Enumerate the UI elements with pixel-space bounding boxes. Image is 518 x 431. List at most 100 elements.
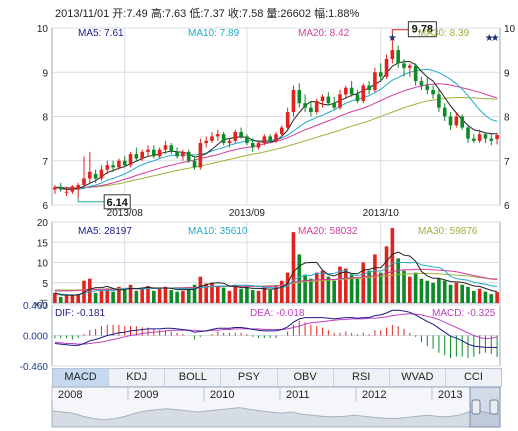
indicator-tabs: MACD KDJ BOLL PSY OBV RSI WVAD CCI: [52, 368, 502, 387]
candle-body: [332, 103, 336, 108]
candle-body: [303, 103, 307, 108]
candle-body: [408, 65, 412, 68]
volume-bar: [454, 282, 459, 303]
low-marker-box: [103, 194, 131, 210]
date-tick-label: 2013/10: [363, 208, 400, 219]
volume-bar: [111, 291, 115, 303]
candle-body: [128, 154, 133, 166]
volume-bar: [146, 285, 150, 303]
candle-body: [326, 96, 331, 104]
volume-bar: [495, 292, 499, 303]
volume-bar: [76, 294, 80, 303]
candle-body: [233, 131, 238, 141]
volume-bar: [390, 228, 395, 303]
candle-body: [373, 72, 377, 90]
volume-bar: [117, 286, 121, 303]
candle-body: [442, 107, 447, 117]
candle-body: [140, 151, 144, 159]
volume-bar: [320, 270, 325, 303]
candle-body: [314, 101, 319, 113]
candle-body: [291, 89, 296, 113]
navigator-year-label: 2012: [362, 389, 386, 401]
volume-bar: [442, 280, 447, 303]
candle-body: [53, 187, 57, 190]
volume-bar: [361, 262, 366, 303]
volume-bar: [291, 232, 296, 303]
navigator-year-label: 2009: [134, 389, 158, 401]
candle-body: [117, 160, 121, 168]
candle-body: [76, 185, 80, 190]
volume-bar: [489, 294, 494, 303]
dea-line: [54, 313, 498, 345]
candle-body: [396, 50, 400, 64]
candle-body: [268, 136, 272, 141]
volume-bar: [88, 278, 92, 303]
volume-bar: [157, 288, 162, 303]
tab-boll[interactable]: BOLL: [165, 369, 222, 386]
candle-body: [367, 85, 371, 90]
tab-psy[interactable]: PSY: [221, 369, 278, 386]
date-tick-label: 2013/08: [107, 208, 144, 219]
tab-cci[interactable]: CCI: [463, 371, 483, 383]
volume-tick: 20: [37, 218, 49, 229]
candle-body: [344, 87, 348, 95]
volume-bar: [140, 287, 144, 303]
volume-bar: [466, 286, 470, 303]
candle-body: [256, 143, 261, 148]
navigator-area: [51, 407, 501, 428]
candle-body: [227, 140, 232, 144]
volume-bar: [285, 272, 290, 303]
volume-bar: [280, 280, 284, 303]
tab-macd[interactable]: MACD: [53, 369, 110, 386]
high-marker-box: [407, 21, 437, 38]
volume-bar: [355, 278, 360, 303]
candle-body: [437, 94, 441, 108]
tab-kdj[interactable]: KDJ: [109, 369, 166, 386]
candle-body: [320, 96, 325, 102]
candle-body: [431, 89, 435, 95]
candle-body: [198, 143, 203, 168]
price-legend-ma30: MA30: 8.39: [418, 28, 470, 39]
volume-bar: [344, 268, 348, 303]
volume-bar: [186, 288, 191, 303]
price-tick-right: 7: [504, 157, 510, 168]
navigator-year-label: 2008: [58, 389, 82, 401]
candle-body: [169, 145, 174, 152]
event-star-icon: ★: [388, 33, 397, 44]
navigator-left-handle[interactable]: [471, 399, 481, 415]
volume-bar: [204, 283, 208, 303]
volume-bar: [245, 286, 249, 303]
macd-tick: -0.460: [20, 362, 49, 373]
volume-bar: [134, 290, 139, 303]
volume-bar: [326, 276, 331, 303]
candle-body: [425, 85, 430, 90]
price-tick-left: 9: [42, 68, 48, 79]
candle-body: [448, 116, 453, 126]
event-star-icon: ★: [491, 33, 500, 44]
candle-body: [111, 165, 115, 168]
price-ma30-line: [54, 97, 498, 189]
navigator-right-handle[interactable]: [489, 399, 499, 415]
tab-rsi[interactable]: RSI: [334, 369, 390, 386]
high-marker-line: [391, 29, 409, 38]
candle-body: [82, 178, 86, 186]
candle-body: [146, 149, 150, 152]
volume-bar: [122, 290, 127, 303]
candle-body: [460, 116, 464, 128]
candle-body: [192, 160, 197, 168]
candle-body: [204, 140, 208, 144]
candle-body: [262, 136, 267, 144]
volume-bar: [58, 296, 63, 303]
candle-body: [216, 134, 220, 137]
volume-tick: 15: [37, 238, 49, 249]
price-tick-left: 10: [37, 24, 49, 35]
volume-bar: [239, 288, 243, 303]
tab-wvad[interactable]: WVAD: [390, 369, 446, 386]
candle-body: [390, 50, 395, 59]
macd-tick: 0.000: [23, 332, 48, 343]
candle-body: [477, 134, 482, 141]
volume-bar: [274, 285, 278, 303]
tab-obv[interactable]: OBV: [278, 369, 334, 386]
navigator-year-label: 2013: [438, 389, 462, 401]
candle-body: [297, 89, 302, 104]
